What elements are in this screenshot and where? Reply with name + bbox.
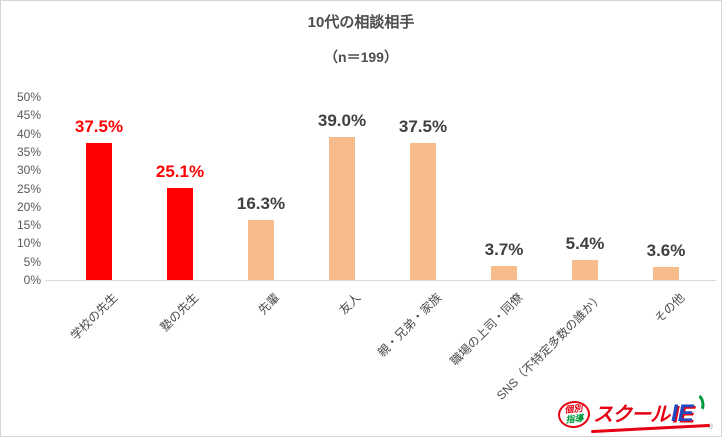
bar-value-label: 3.7%: [484, 240, 524, 259]
x-axis-category-label: 職場の上司・同僚: [447, 290, 526, 369]
y-axis-tick-label: 5%: [23, 254, 41, 269]
y-axis-tick-label: 40%: [16, 126, 41, 141]
x-axis-category-label: 友人: [336, 290, 364, 318]
y-axis-tick-label: 20%: [16, 199, 41, 214]
bar-5: [410, 143, 436, 280]
bar-7: [572, 260, 598, 280]
x-axis-category-label: 親・兄弟・家族: [375, 290, 445, 360]
y-axis-tick-label: 30%: [16, 163, 41, 178]
chart-title: 10代の相談相手: [307, 14, 415, 31]
y-axis-tick-label: 0%: [23, 273, 41, 287]
logo-badge-line2: 指導: [565, 412, 585, 425]
y-axis-tick-label: 50%: [16, 90, 41, 104]
x-axis-category-label: 塾の先生: [157, 290, 202, 335]
y-axis-tick-label: 15%: [16, 218, 41, 233]
bar-6: [491, 266, 517, 280]
x-axis-line: [45, 280, 716, 281]
x-axis-category-label: 学校の先生: [67, 290, 121, 343]
bar-4: [329, 137, 355, 280]
school-ie-logo: 個別 指導 スクール IE ®: [556, 391, 713, 433]
y-axis-tick-label: 35%: [16, 144, 41, 159]
y-axis-tick-label: 25%: [16, 181, 41, 196]
bar-value-label: 25.1%: [155, 162, 205, 181]
bar-value-label: 16.3%: [236, 194, 286, 213]
bar-value-label: 5.4%: [565, 234, 605, 253]
bar-1: [86, 143, 112, 280]
logo-badge-oval: 個別 指導: [556, 399, 592, 430]
x-axis-category-label: その他: [651, 290, 688, 326]
registered-trademark-symbol: ®: [707, 424, 713, 431]
x-axis-category-label: 先輩: [255, 290, 283, 318]
logo-brand-suffix: IE: [671, 400, 694, 427]
bar-value-label: 3.6%: [646, 241, 686, 260]
bar-value-label: 37.5%: [74, 117, 124, 136]
bar-3: [248, 220, 274, 280]
logo-brand-text: スクール: [593, 404, 670, 426]
bar-2: [167, 188, 193, 280]
bar-value-label: 37.5%: [398, 117, 448, 136]
chart-subtitle: （n＝199）: [324, 49, 398, 65]
bar-8: [653, 267, 679, 280]
y-axis-tick-label: 45%: [16, 108, 41, 123]
y-axis-tick-label: 10%: [16, 236, 41, 251]
bar-value-label: 39.0%: [317, 111, 367, 130]
logo-wordmark: スクール IE: [591, 391, 710, 433]
